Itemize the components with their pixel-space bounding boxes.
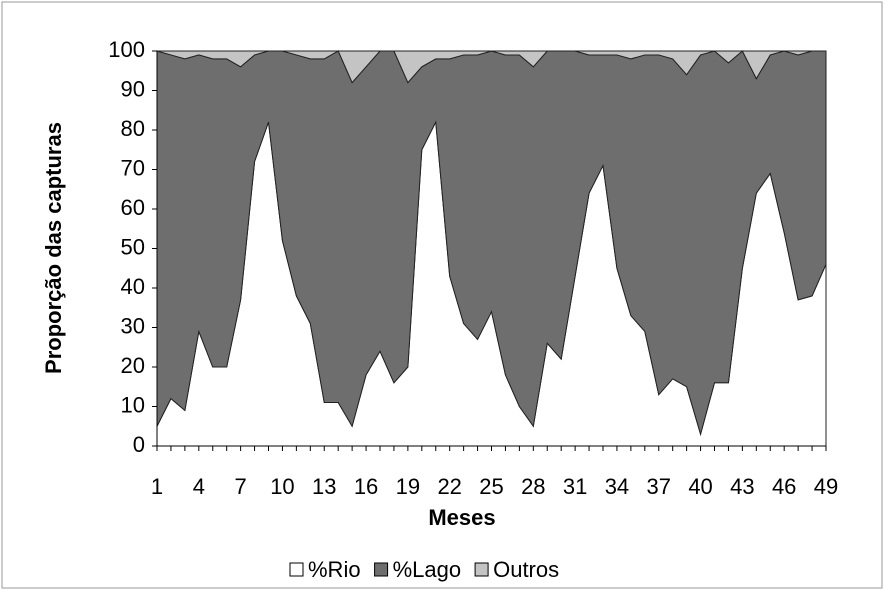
x-tick-label: 25 xyxy=(479,474,503,499)
y-tick-label: 70 xyxy=(121,155,145,180)
x-tick-label: 4 xyxy=(193,474,205,499)
x-tick-label: 22 xyxy=(437,474,461,499)
x-tick-label: 49 xyxy=(814,474,838,499)
x-tick-label: 1 xyxy=(151,474,163,499)
x-tick-label: 43 xyxy=(730,474,754,499)
y-tick-label: 50 xyxy=(121,234,145,259)
area xyxy=(156,50,826,84)
x-tick-label: 37 xyxy=(647,474,671,499)
y-tick-label: 20 xyxy=(121,353,145,378)
y-tick-label: 60 xyxy=(121,195,145,220)
x-tick-label: 28 xyxy=(521,474,545,499)
y-axis-title: Proporção das capturas xyxy=(41,122,66,374)
x-tick-label: 19 xyxy=(396,474,420,499)
x-tick-label: 31 xyxy=(563,474,587,499)
y-tick-label: 100 xyxy=(108,37,145,62)
y-tick-label: 90 xyxy=(121,76,145,101)
y-tick-label: 40 xyxy=(121,274,145,299)
legend-swatch xyxy=(289,562,304,577)
legend-label: Outros xyxy=(493,557,559,582)
y-tick-label: 80 xyxy=(121,116,145,141)
legend-swatch xyxy=(474,562,489,577)
x-tick-label: 16 xyxy=(354,474,378,499)
legend-swatch xyxy=(374,562,389,577)
x-tick-label: 40 xyxy=(688,474,712,499)
x-tick-label: 46 xyxy=(772,474,796,499)
legend-label: %Rio xyxy=(308,557,361,582)
x-axis-title: Meses xyxy=(428,505,495,530)
x-tick-label: 7 xyxy=(235,474,247,499)
x-tick-label: 34 xyxy=(605,474,629,499)
x-tick-label: 13 xyxy=(312,474,336,499)
x-tick-label: 10 xyxy=(270,474,294,499)
y-tick-label: 0 xyxy=(133,432,145,457)
legend-label: %Lago xyxy=(393,557,462,582)
y-tick-label: 10 xyxy=(121,392,145,417)
y-tick-label: 30 xyxy=(121,313,145,338)
